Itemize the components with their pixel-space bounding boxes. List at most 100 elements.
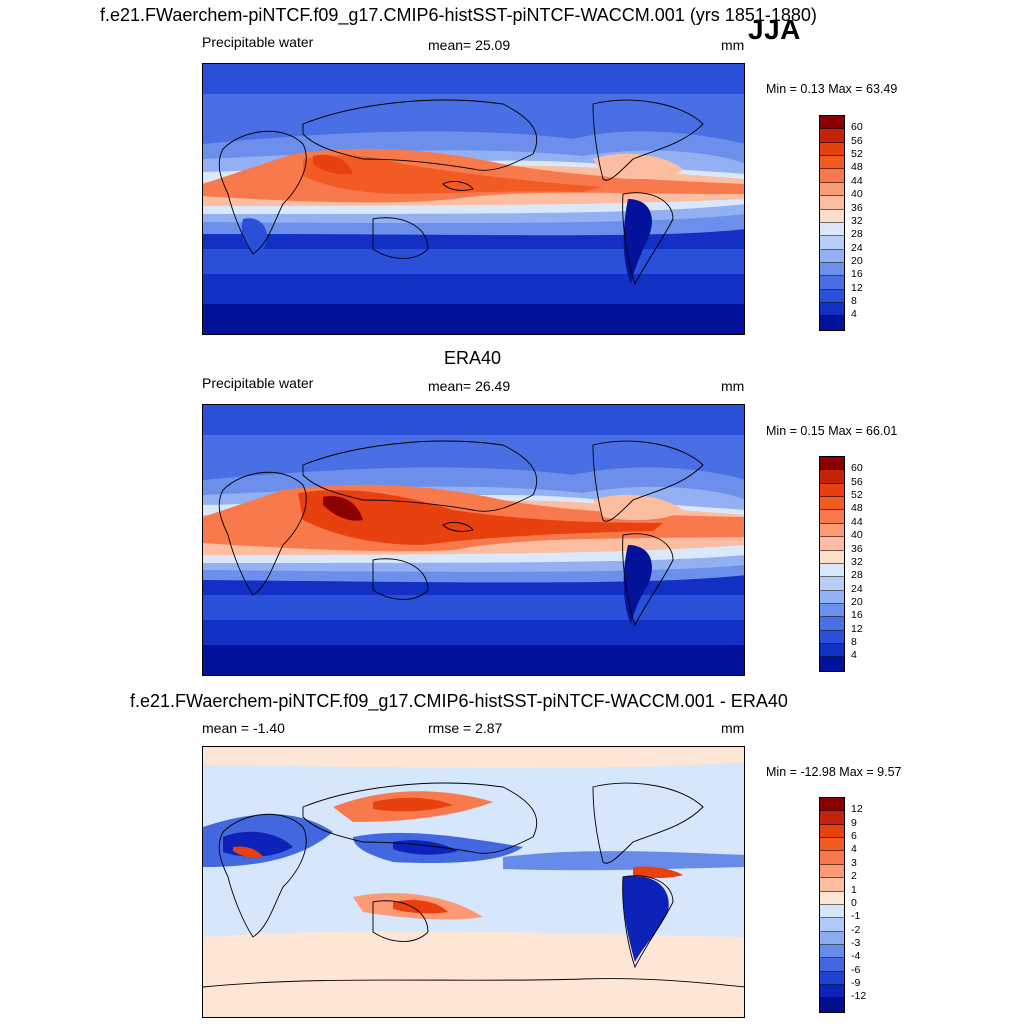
colorbar-tick-label: 36 bbox=[851, 542, 863, 555]
colorbar-tick-label: 44 bbox=[851, 174, 863, 187]
colorbar-tick-label: -9 bbox=[851, 977, 861, 990]
colorbar-tick-label: 20 bbox=[851, 595, 863, 608]
colorbar-tick-label: -4 bbox=[851, 950, 861, 963]
colorbar-tick-label: 48 bbox=[851, 502, 863, 515]
panel3-minmax: Min = -12.98 Max = 9.57 bbox=[766, 765, 902, 779]
colorbar-tick-label: -3 bbox=[851, 936, 861, 949]
map-era40-precipitable-water bbox=[202, 404, 745, 676]
map-difference-model-minus-era40 bbox=[202, 746, 745, 1018]
colorbar-tick-label: 56 bbox=[851, 134, 863, 147]
colorbar-tick-label: -12 bbox=[851, 990, 867, 1003]
colorbar-segment bbox=[820, 470, 844, 484]
colorbar-tick-label: 3 bbox=[851, 856, 857, 869]
colorbar-tick-label: 16 bbox=[851, 268, 863, 281]
colorbar-tick-label: 56 bbox=[851, 475, 863, 488]
colorbar-segment bbox=[820, 316, 844, 330]
colorbar-segment bbox=[820, 563, 844, 578]
panel2-variable-label: Precipitable water bbox=[202, 375, 314, 391]
panel1-units: mm bbox=[721, 37, 745, 53]
colorbar-tick-label: 28 bbox=[851, 228, 863, 241]
colorbar-segment bbox=[820, 457, 844, 471]
colorbar-segment bbox=[820, 249, 844, 263]
colorbar-segment bbox=[820, 644, 844, 658]
colorbar-segment bbox=[820, 483, 844, 498]
colorbar-tick-label: 12 bbox=[851, 803, 863, 816]
colorbar-segment bbox=[820, 878, 844, 892]
colorbar-tick-label: 24 bbox=[851, 241, 863, 254]
colorbar-segment bbox=[820, 276, 844, 290]
colorbar-segment bbox=[820, 891, 844, 905]
colorbar-tick-label: 20 bbox=[851, 254, 863, 267]
colorbar-tick-label: 0 bbox=[851, 896, 857, 909]
colorbar-segment bbox=[820, 523, 844, 538]
colorbar-segment bbox=[820, 918, 844, 932]
panel2-minmax: Min = 0.15 Max = 66.01 bbox=[766, 424, 898, 438]
colorbar-segment bbox=[820, 169, 844, 183]
season-label: JJA bbox=[748, 14, 801, 45]
colorbar-segment bbox=[820, 590, 844, 604]
colorbar-segment bbox=[820, 209, 844, 223]
colorbar-tick-label: 24 bbox=[851, 582, 863, 595]
panel1-colorbar bbox=[819, 115, 845, 331]
colorbar-tick-label: 4 bbox=[851, 843, 857, 856]
colorbar-segment bbox=[820, 603, 844, 618]
colorbar-tick-label: 6 bbox=[851, 830, 857, 843]
colorbar-segment bbox=[820, 985, 844, 999]
colorbar-segment bbox=[820, 824, 844, 839]
colorbar-segment bbox=[820, 798, 844, 812]
colorbar-tick-label: 40 bbox=[851, 188, 863, 201]
colorbar-tick-label: 8 bbox=[851, 295, 857, 308]
panel2-units: mm bbox=[721, 378, 745, 394]
map-model-precipitable-water bbox=[202, 63, 745, 335]
colorbar-segment bbox=[820, 617, 844, 631]
colorbar-segment bbox=[820, 811, 844, 825]
colorbar-tick-label: -1 bbox=[851, 910, 861, 923]
colorbar-segment bbox=[820, 196, 844, 210]
panel2-mean-label: mean= 26.49 bbox=[428, 378, 511, 394]
colorbar-tick-label: 48 bbox=[851, 161, 863, 174]
colorbar-segment bbox=[820, 550, 844, 564]
colorbar-segment bbox=[820, 971, 844, 986]
colorbar-segment bbox=[820, 537, 844, 551]
colorbar-segment bbox=[820, 116, 844, 130]
panel3-rmse-label: rmse = 2.87 bbox=[428, 720, 503, 736]
colorbar-tick-label: 32 bbox=[851, 214, 863, 227]
colorbar-tick-label: 8 bbox=[851, 636, 857, 649]
panel2-colorbar bbox=[819, 456, 845, 672]
panel3-mean-label: mean = -1.40 bbox=[202, 720, 285, 736]
colorbar-tick-label: 44 bbox=[851, 515, 863, 528]
panel1-variable-label: Precipitable water bbox=[202, 34, 314, 50]
colorbar-tick-label: 12 bbox=[851, 281, 863, 294]
colorbar-segment bbox=[820, 510, 844, 524]
panel3-colorbar bbox=[819, 797, 845, 1013]
colorbar-tick-label: 32 bbox=[851, 555, 863, 568]
colorbar-segment bbox=[820, 289, 844, 304]
panel1-minmax: Min = 0.13 Max = 63.49 bbox=[766, 82, 898, 96]
colorbar-segment bbox=[820, 142, 844, 157]
colorbar-segment bbox=[820, 851, 844, 865]
colorbar-segment bbox=[820, 577, 844, 591]
colorbar-segment bbox=[820, 182, 844, 197]
colorbar-segment bbox=[820, 303, 844, 317]
colorbar-segment bbox=[820, 129, 844, 143]
colorbar-tick-label: 52 bbox=[851, 148, 863, 161]
colorbar-segment bbox=[820, 864, 844, 879]
colorbar-tick-label: 16 bbox=[851, 609, 863, 622]
colorbar-segment bbox=[820, 931, 844, 945]
colorbar-tick-label: 4 bbox=[851, 308, 857, 321]
panel2-title: ERA40 bbox=[444, 348, 502, 368]
colorbar-tick-label: 52 bbox=[851, 489, 863, 502]
colorbar-segment bbox=[820, 262, 844, 277]
colorbar-tick-label: -2 bbox=[851, 923, 861, 936]
colorbar-tick-label: -6 bbox=[851, 963, 861, 976]
colorbar-tick-label: 9 bbox=[851, 816, 857, 829]
colorbar-segment bbox=[820, 630, 844, 645]
colorbar-segment bbox=[820, 236, 844, 250]
panel3-title: f.e21.FWaerchem-piNTCF.f09_g17.CMIP6-his… bbox=[130, 691, 788, 711]
colorbar-tick-label: 60 bbox=[851, 462, 863, 475]
panel1-title: f.e21.FWaerchem-piNTCF.f09_g17.CMIP6-his… bbox=[100, 5, 817, 25]
colorbar-tick-label: 40 bbox=[851, 529, 863, 542]
colorbar-tick-label: 12 bbox=[851, 622, 863, 635]
colorbar-tick-label: 28 bbox=[851, 569, 863, 582]
colorbar-tick-label: 4 bbox=[851, 649, 857, 662]
